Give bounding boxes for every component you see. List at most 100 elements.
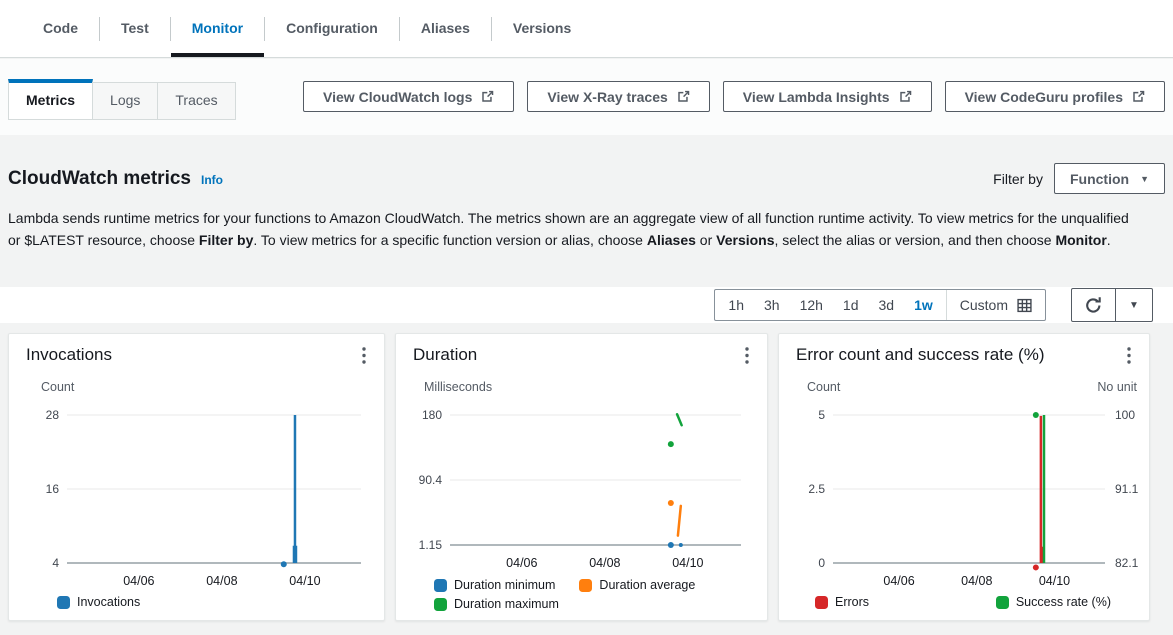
legend-label: Duration average bbox=[599, 578, 695, 592]
time-range-3d[interactable]: 3d bbox=[869, 297, 905, 313]
chart-plot-area: CountNo unit51002.591.1082.104/0604/0804… bbox=[779, 334, 1151, 622]
chart-legend: Errors Success rate (%) bbox=[815, 595, 1111, 609]
x-tick-label: 04/06 bbox=[123, 574, 154, 588]
button-label: View CodeGuru profiles bbox=[965, 89, 1123, 105]
time-range-custom[interactable]: Custom bbox=[950, 297, 1042, 313]
y-tick-label: 4 bbox=[52, 556, 59, 570]
data-segment-duration-maximum bbox=[677, 414, 682, 425]
x-tick-label: 04/10 bbox=[672, 556, 703, 570]
legend-label: Duration maximum bbox=[454, 597, 559, 611]
button-label: View Lambda Insights bbox=[743, 89, 890, 105]
custom-label: Custom bbox=[960, 297, 1008, 313]
tab-test[interactable]: Test bbox=[100, 0, 170, 57]
external-link-icon bbox=[481, 90, 494, 103]
tab-aliases[interactable]: Aliases bbox=[400, 0, 491, 57]
page-title: CloudWatch metrics bbox=[8, 168, 191, 190]
chevron-down-icon: ▼ bbox=[1140, 174, 1149, 184]
legend-item-duration-maximum[interactable]: Duration maximum bbox=[434, 597, 559, 611]
x-tick-label: 04/08 bbox=[206, 574, 237, 588]
calendar-icon bbox=[1017, 298, 1032, 313]
chart-card-error-count-and-success-rate: Error count and success rate (%)CountNo … bbox=[778, 333, 1150, 621]
legend-item-duration-average[interactable]: Duration average bbox=[579, 578, 695, 592]
y-tick-label: 2.5 bbox=[808, 482, 825, 496]
y-tick-label: 180 bbox=[422, 408, 442, 422]
view-lambda-insights-button[interactable]: View Lambda Insights bbox=[723, 81, 932, 112]
subtab-logs[interactable]: Logs bbox=[92, 82, 158, 120]
tab-versions[interactable]: Versions bbox=[492, 0, 592, 57]
data-point-duration-maximum bbox=[668, 441, 674, 447]
legend-label: Invocations bbox=[77, 595, 140, 609]
time-range-1d[interactable]: 1d bbox=[833, 297, 869, 313]
x-tick-label: 04/10 bbox=[1039, 574, 1070, 588]
tab-monitor[interactable]: Monitor bbox=[171, 0, 264, 57]
description-text: . bbox=[1107, 232, 1111, 248]
y-axis-label-right: No unit bbox=[1097, 380, 1137, 394]
chart-card-duration: DurationMilliseconds18090.41.1504/0604/0… bbox=[395, 333, 768, 621]
monitor-subtabs: MetricsLogsTraces bbox=[8, 79, 236, 120]
metrics-charts: InvocationsCount2816404/0604/0804/10Invo… bbox=[0, 333, 1173, 621]
button-label: View X-Ray traces bbox=[547, 89, 667, 105]
chart-legend: Invocations bbox=[57, 595, 140, 609]
view-x-ray-traces-button[interactable]: View X-Ray traces bbox=[527, 81, 709, 112]
time-range-1w[interactable]: 1w bbox=[904, 297, 943, 313]
data-segment-duration-average bbox=[678, 506, 681, 536]
data-point-invocations bbox=[281, 561, 287, 567]
legend-item-errors[interactable]: Errors bbox=[815, 595, 869, 609]
legend-item-invocations[interactable]: Invocations bbox=[57, 595, 140, 609]
data-point-duration-minimum bbox=[679, 543, 683, 547]
info-link[interactable]: Info bbox=[201, 173, 223, 187]
data-point-errors bbox=[1033, 564, 1039, 570]
x-tick-label: 04/06 bbox=[506, 556, 537, 570]
legend-swatch bbox=[815, 596, 828, 609]
description-text: , select the alias or version, and then … bbox=[775, 232, 1056, 248]
x-tick-label: 04/06 bbox=[883, 574, 914, 588]
y-tick-label-right: 100 bbox=[1115, 408, 1135, 422]
description-bold-text: Versions bbox=[716, 232, 774, 248]
metrics-description: Lambda sends runtime metrics for your fu… bbox=[8, 207, 1133, 251]
time-range-12h[interactable]: 12h bbox=[790, 297, 833, 313]
filter-value: Function bbox=[1070, 171, 1129, 187]
view-codeguru-profiles-button[interactable]: View CodeGuru profiles bbox=[945, 81, 1165, 112]
legend-swatch bbox=[434, 579, 447, 592]
chevron-down-icon: ▼ bbox=[1129, 300, 1139, 311]
time-range-3h[interactable]: 3h bbox=[754, 297, 790, 313]
legend-swatch bbox=[434, 598, 447, 611]
y-tick-label: 1.15 bbox=[419, 538, 443, 552]
external-link-icon bbox=[1132, 90, 1145, 103]
range-divider bbox=[946, 290, 947, 320]
description-bold-text: Aliases bbox=[647, 232, 696, 248]
legend-swatch bbox=[996, 596, 1009, 609]
refresh-icon bbox=[1083, 295, 1104, 316]
legend-label: Success rate (%) bbox=[1016, 595, 1111, 609]
tab-code[interactable]: Code bbox=[22, 0, 99, 57]
subtab-traces[interactable]: Traces bbox=[157, 82, 235, 120]
legend-item-success-rate[interactable]: Success rate (%) bbox=[996, 595, 1111, 609]
filter-function-dropdown[interactable]: Function ▼ bbox=[1054, 163, 1165, 194]
time-range-1h[interactable]: 1h bbox=[718, 297, 754, 313]
y-tick-label: 90.4 bbox=[419, 473, 443, 487]
tab-configuration[interactable]: Configuration bbox=[265, 0, 399, 57]
external-view-buttons: View CloudWatch logs View X-Ray traces Vie… bbox=[303, 81, 1165, 112]
y-tick-label: 0 bbox=[818, 556, 825, 570]
button-label: View CloudWatch logs bbox=[323, 89, 472, 105]
refresh-split-button: ▼ bbox=[1071, 288, 1153, 322]
view-cloudwatch-logs-button[interactable]: View CloudWatch logs bbox=[303, 81, 514, 112]
subtab-metrics[interactable]: Metrics bbox=[8, 79, 93, 120]
legend-item-duration-minimum[interactable]: Duration minimum bbox=[434, 578, 555, 592]
y-tick-label: 28 bbox=[46, 408, 60, 422]
filter-by-group: Filter by Function ▼ bbox=[993, 163, 1165, 194]
external-link-icon bbox=[677, 90, 690, 103]
refresh-button[interactable] bbox=[1071, 288, 1116, 322]
refresh-options-dropdown[interactable]: ▼ bbox=[1115, 288, 1153, 322]
y-axis-label: Count bbox=[41, 380, 75, 394]
filter-by-label: Filter by bbox=[993, 171, 1043, 187]
legend-swatch bbox=[57, 596, 70, 609]
description-text: . To view metrics for a specific functio… bbox=[253, 232, 646, 248]
y-axis-label: Milliseconds bbox=[424, 380, 492, 394]
x-tick-label: 04/08 bbox=[589, 556, 620, 570]
chart-card-invocations: InvocationsCount2816404/0604/0804/10Invo… bbox=[8, 333, 385, 621]
metrics-title-group: CloudWatch metrics Info bbox=[8, 168, 223, 190]
data-point-duration-minimum bbox=[668, 542, 674, 548]
monitor-toolbar: MetricsLogsTraces View CloudWatch logsVi… bbox=[0, 59, 1173, 135]
x-tick-label: 04/08 bbox=[961, 574, 992, 588]
